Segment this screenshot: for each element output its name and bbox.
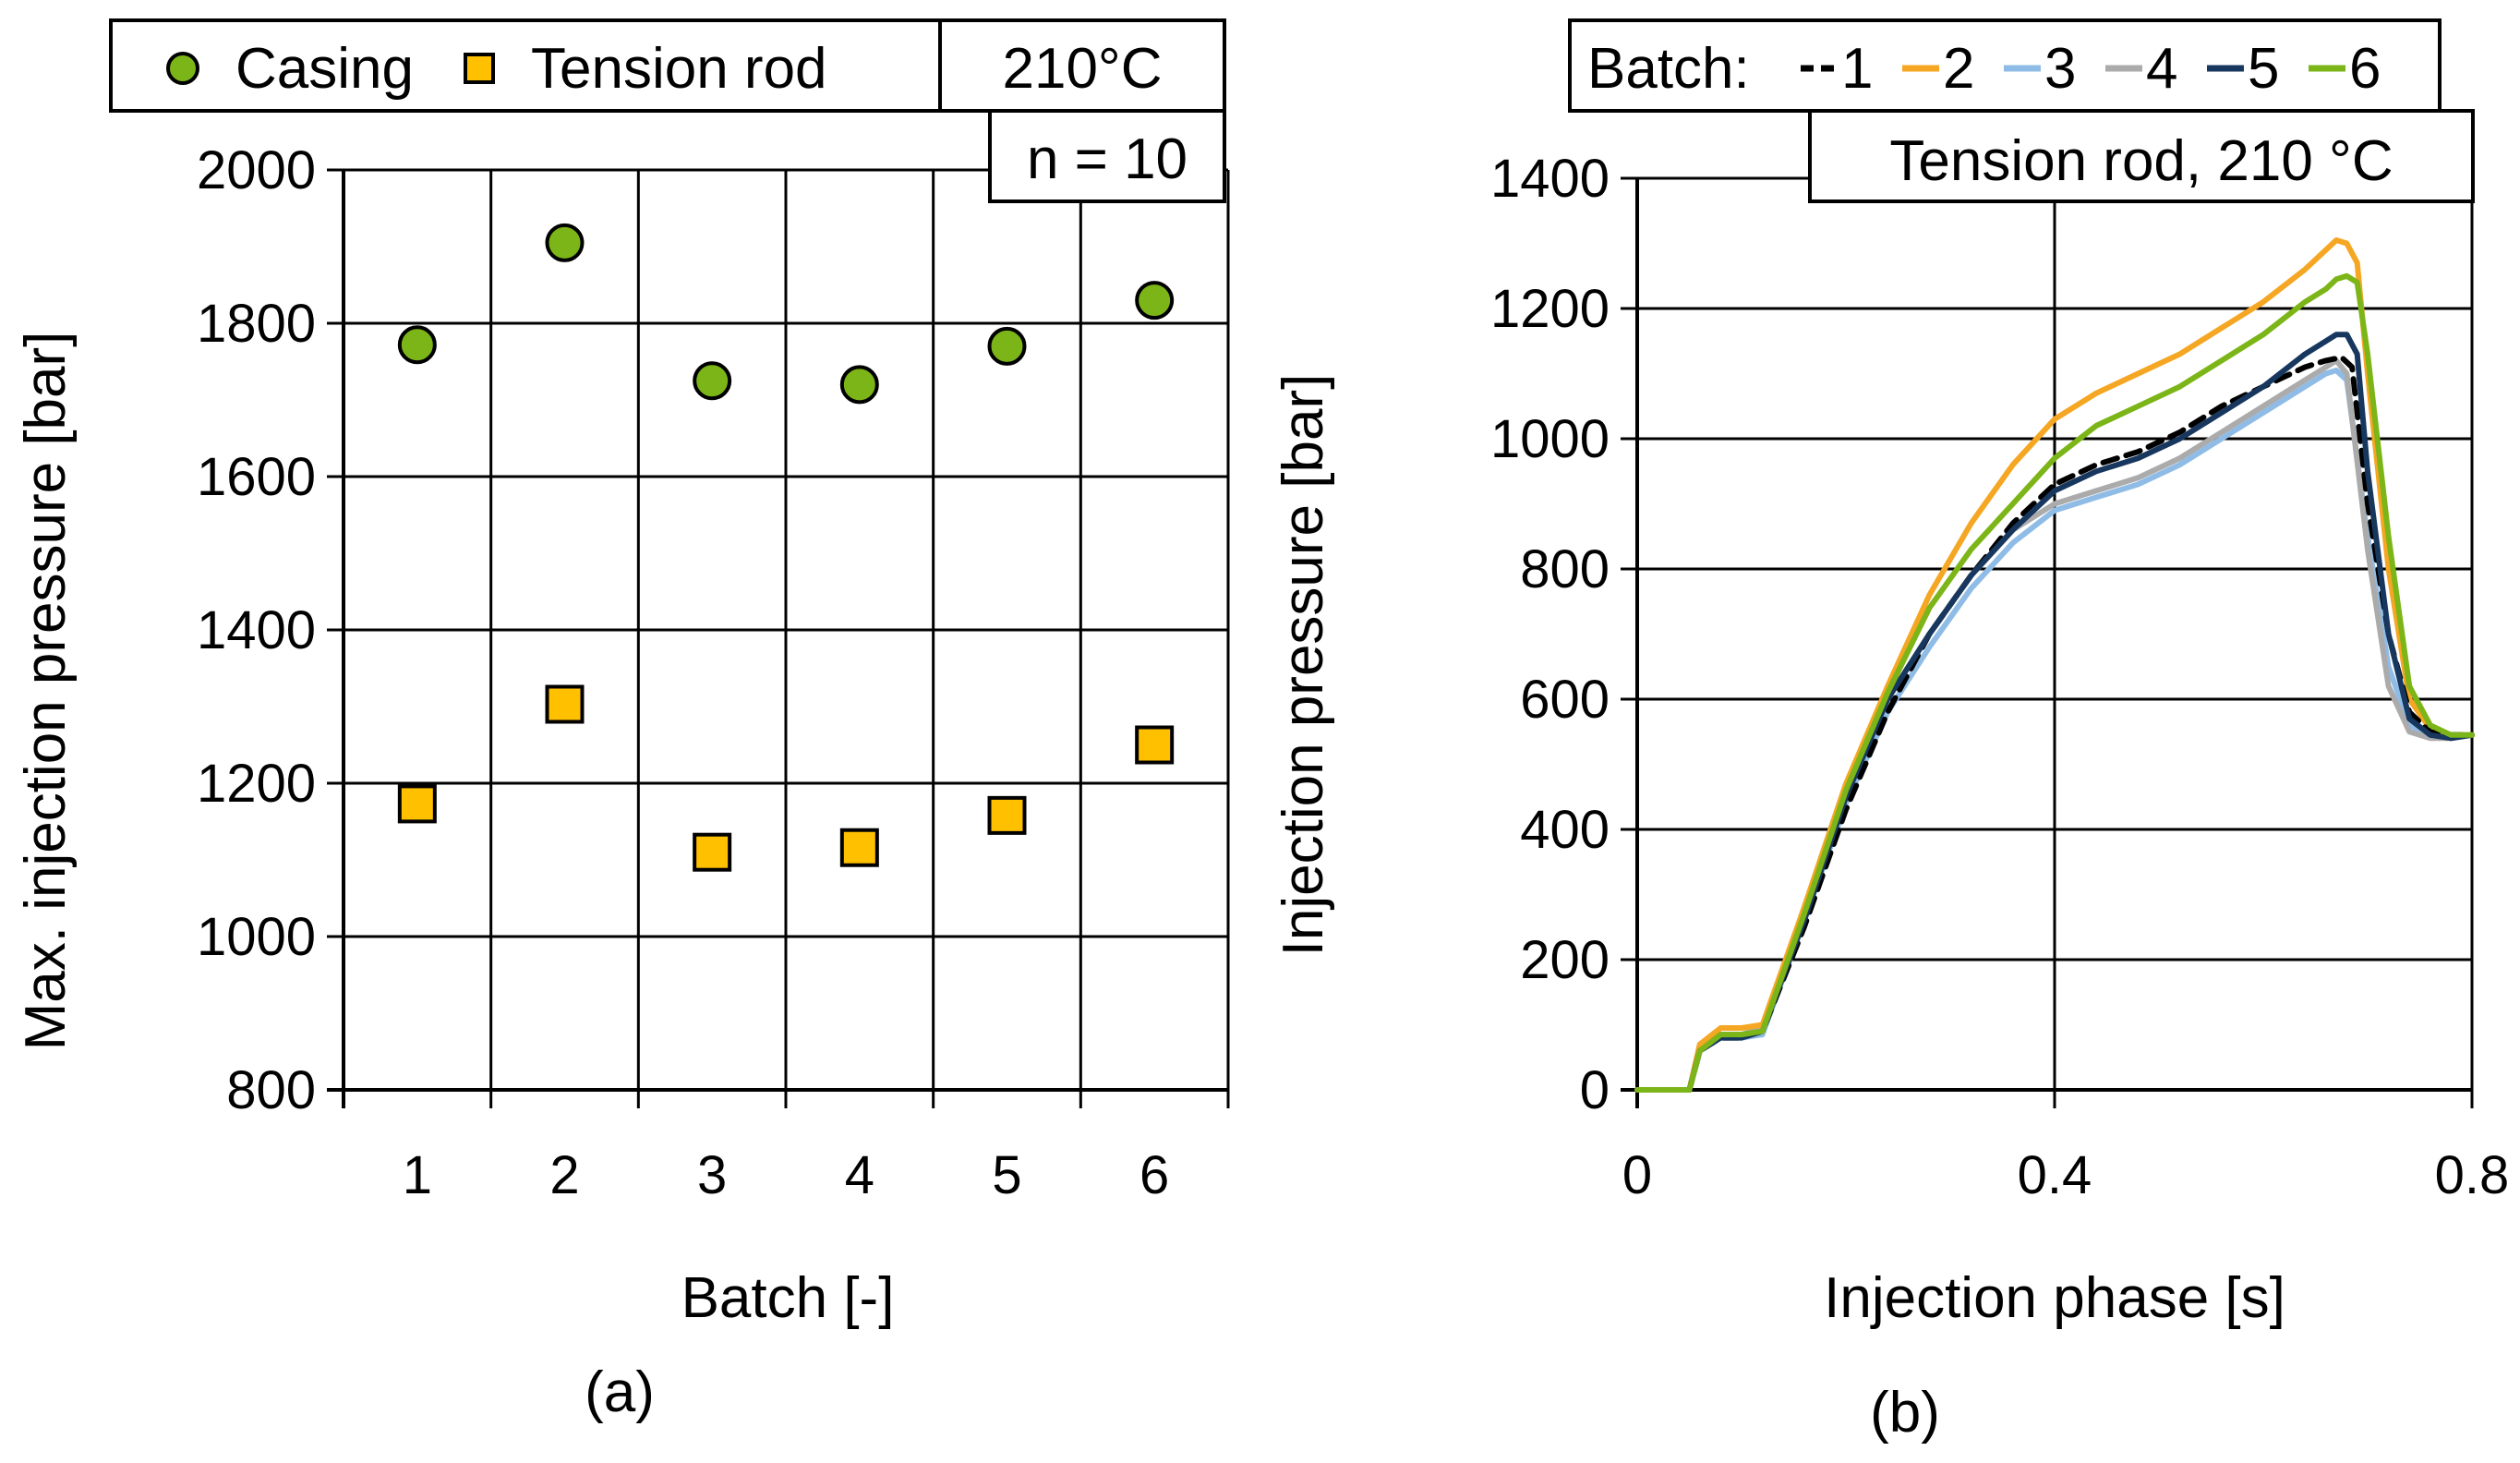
panel-a: 800 1000 1200 1400 1600 1800 2000 1 2 3 4 5 6 Casin…: [14, 18, 1230, 1424]
panel-b-x-tick-label: 0.4: [2018, 1145, 2092, 1205]
panel-b-x-tick-labels: 0 0.4 0.8: [1622, 1145, 2509, 1205]
panel-b-y-axis-label: Injection pressure [bar]: [1272, 374, 1335, 957]
sample-count-box: [988, 109, 1226, 203]
panel-a-y-tick-label: 1000: [197, 907, 316, 967]
panel-a-x-axis-label: Batch [-]: [681, 1266, 895, 1330]
panel-a-x-tick-label: 1: [403, 1145, 432, 1205]
panel-a-y-tick-label: 1800: [197, 294, 316, 354]
panel-b-annotation: Tension rod, 210 °C: [1889, 129, 2393, 193]
panel-b-y-tick-label: 1400: [1490, 149, 1610, 209]
panel-a-x-tick-label: 6: [1139, 1145, 1169, 1205]
panel-b-legend-items: 1 2 3 4 5 6: [1801, 37, 2381, 101]
legend-label-batch-1: 1: [1841, 37, 1873, 101]
panel-a-markers: [397, 223, 1175, 872]
panel-b-axes: [1621, 178, 2472, 1108]
casing-marker: [987, 326, 1027, 366]
casing-legend-marker: [166, 52, 199, 85]
casing-marker: [397, 325, 437, 365]
panel-b-y-tick-label: 600: [1520, 670, 1610, 730]
panel-b-legend-title: Batch:: [1587, 37, 1750, 101]
panel-b-y-tick-label: 200: [1520, 930, 1610, 990]
panel-a-y-tick-label: 2000: [197, 140, 316, 200]
panel-a-y-tick-label: 1400: [197, 600, 316, 660]
panel-a-x-tick-label: 4: [845, 1145, 874, 1205]
panel-a-x-tick-labels: 1 2 3 4 5 6: [403, 1145, 1170, 1205]
panel-b-caption: (b): [1870, 1381, 1940, 1445]
legend-label-batch-3: 3: [2044, 37, 2076, 101]
panel-b-series-lines: [1634, 237, 2475, 1093]
tension-rod-marker: [1135, 725, 1175, 765]
panel-a-y-tick-label: 1600: [197, 447, 316, 507]
temperature-annotation: 210°C: [1002, 37, 1162, 101]
panel-a-caption: (a): [585, 1360, 655, 1424]
panel-b: 0 200 400 600 800 1000 1200 1400 0 0.4 0.8 Batch:…: [1272, 18, 2509, 1445]
panel-b-y-tick-label: 800: [1520, 539, 1610, 599]
panel-b-y-tick-label: 1200: [1490, 279, 1610, 339]
panel-b-x-tick-label: 0: [1622, 1145, 1652, 1205]
legend-label-batch-5: 5: [2248, 37, 2279, 101]
tension-rod-marker: [987, 795, 1027, 835]
panel-a-legend-frame: [109, 18, 944, 113]
sample-count-annotation: n = 10: [1027, 127, 1188, 191]
panel-a-x-tick-label: 2: [549, 1145, 579, 1205]
panel-a-y-tick-labels: 800 1000 1200 1400 1600 1800 2000: [197, 140, 316, 1120]
panel-b-y-tick-labels: 0 200 400 600 800 1000 1200 1400: [1490, 149, 1610, 1120]
panel-b-x-tick-label: 0.8: [2435, 1145, 2510, 1205]
legend-label-batch-4: 4: [2146, 37, 2177, 101]
panel-b-annotation-box: [1808, 109, 2475, 203]
panel-b-y-tick-label: 0: [1580, 1060, 1610, 1120]
panel-b-legend: Batch: 1 2 3 4 5 6 Tension rod, 210 °C: [1568, 18, 2475, 203]
series-line-batch-5: [1634, 332, 2475, 1093]
series-line-batch-6: [1634, 272, 2475, 1093]
legend-label-batch-6: 6: [2349, 37, 2381, 101]
panel-b-gridlines: [1621, 176, 2474, 1108]
panel-a-axes: [327, 170, 1228, 1108]
tension-rod-marker: [693, 832, 732, 872]
casing-marker: [693, 361, 732, 401]
panel-a-x-tick-label: 5: [992, 1145, 1021, 1205]
temperature-box: [938, 18, 1226, 113]
tension-rod-marker: [839, 828, 879, 867]
panel-a-y-axis-label: Max. injection pressure [bar]: [14, 332, 78, 1051]
tension-rod-legend-label: Tension rod: [531, 37, 827, 101]
panel-a-y-tick-label: 1200: [197, 754, 316, 814]
panel-a-gridlines: [327, 168, 1230, 1108]
casing-legend-label: Casing: [235, 37, 414, 101]
panel-b-y-tick-label: 400: [1520, 800, 1610, 860]
panel-b-y-tick-label: 1000: [1490, 409, 1610, 469]
panel-a-legend: Casing Tension rod 210°C n = 10: [109, 18, 1226, 203]
panel-a-y-tick-label: 800: [226, 1060, 316, 1120]
casing-marker: [545, 223, 585, 262]
tension-rod-marker: [545, 684, 585, 724]
tension-rod-marker: [397, 784, 437, 824]
casing-marker: [839, 365, 879, 405]
tension-rod-legend-marker: [464, 53, 495, 84]
casing-marker: [1135, 281, 1175, 320]
panel-b-x-axis-label: Injection phase [s]: [1824, 1266, 2285, 1330]
panel-a-x-tick-label: 3: [697, 1145, 727, 1205]
legend-label-batch-2: 2: [1943, 37, 1974, 101]
